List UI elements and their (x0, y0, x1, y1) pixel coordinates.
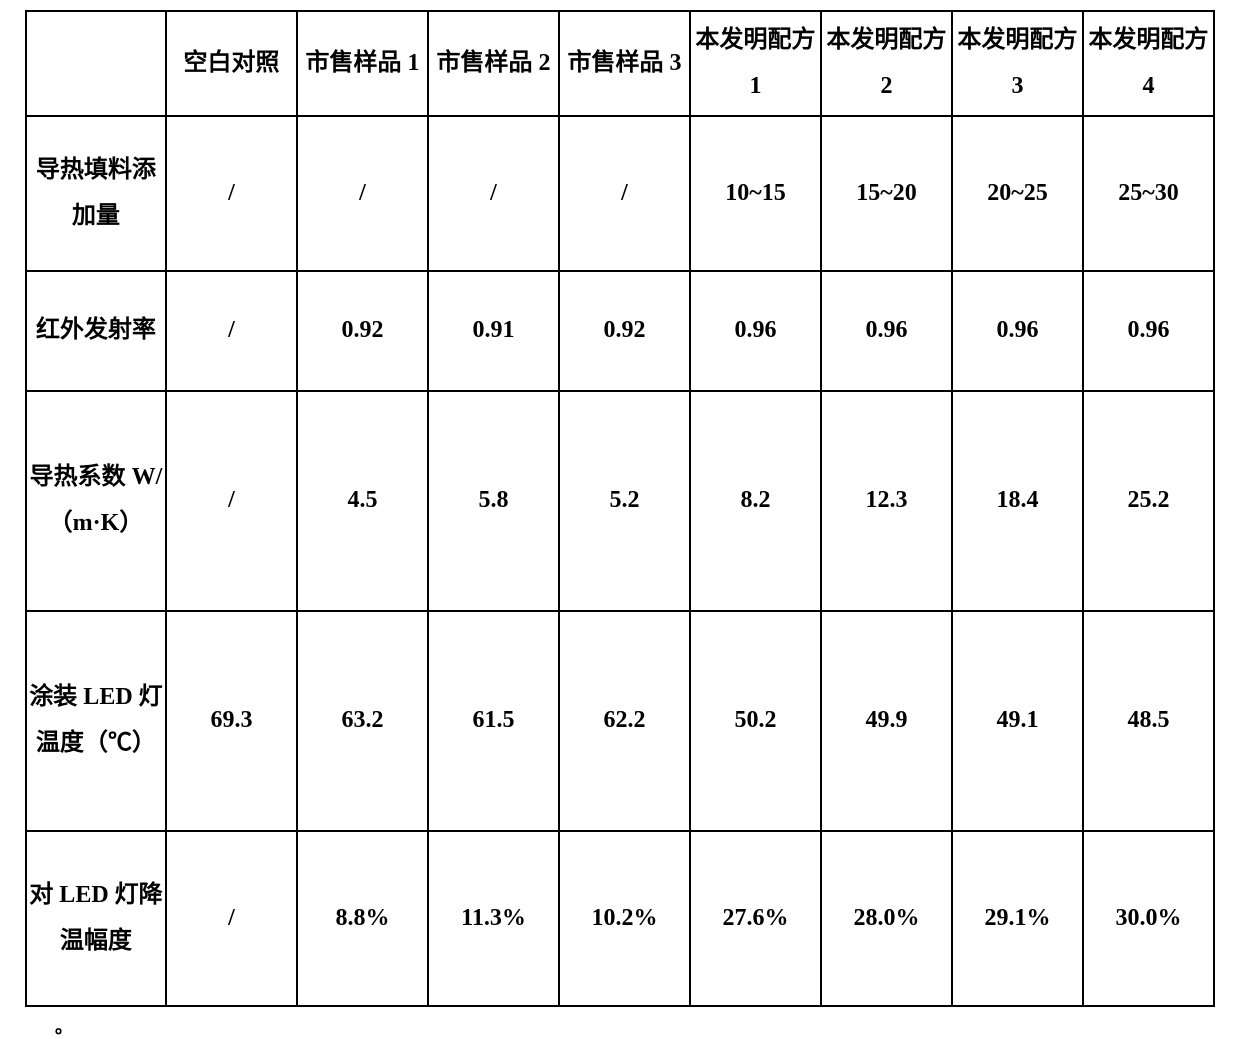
row-label: 对 LED 灯降温幅度 (26, 831, 166, 1006)
cell: / (428, 116, 559, 271)
cell: 30.0% (1083, 831, 1214, 1006)
cell: 10.2% (559, 831, 690, 1006)
cell: 5.8 (428, 391, 559, 611)
cell: 25.2 (1083, 391, 1214, 611)
cell: 8.2 (690, 391, 821, 611)
cell: 5.2 (559, 391, 690, 611)
table-row: 对 LED 灯降温幅度 / 8.8% 11.3% 10.2% 27.6% 28.… (26, 831, 1214, 1006)
header-col-formula4: 本发明配方 4 (1083, 11, 1214, 116)
header-col-market3: 市售样品 3 (559, 11, 690, 116)
cell: 20~25 (952, 116, 1083, 271)
row-label: 涂装 LED 灯温度（℃） (26, 611, 166, 831)
cell: 29.1% (952, 831, 1083, 1006)
comparison-table: 空白对照 市售样品 1 市售样品 2 市售样品 3 本发明配方 1 本发明配方 … (25, 10, 1215, 1007)
cell: 69.3 (166, 611, 297, 831)
cell: / (166, 116, 297, 271)
cell: / (297, 116, 428, 271)
cell: / (559, 116, 690, 271)
row-label: 导热系数 W/（m·K） (26, 391, 166, 611)
header-blank-cell (26, 11, 166, 116)
cell: 63.2 (297, 611, 428, 831)
table-row: 导热系数 W/（m·K） / 4.5 5.8 5.2 8.2 12.3 18.4… (26, 391, 1214, 611)
cell: 0.96 (821, 271, 952, 391)
cell: 0.92 (297, 271, 428, 391)
cell: / (166, 271, 297, 391)
cell: 49.9 (821, 611, 952, 831)
cell: 61.5 (428, 611, 559, 831)
row-label: 导热填料添加量 (26, 116, 166, 271)
table-header-row: 空白对照 市售样品 1 市售样品 2 市售样品 3 本发明配方 1 本发明配方 … (26, 11, 1214, 116)
cell: 50.2 (690, 611, 821, 831)
cell: 62.2 (559, 611, 690, 831)
cell: / (166, 831, 297, 1006)
cell: 49.1 (952, 611, 1083, 831)
cell: 48.5 (1083, 611, 1214, 831)
cell: 0.96 (1083, 271, 1214, 391)
cell: / (166, 391, 297, 611)
table-row: 涂装 LED 灯温度（℃） 69.3 63.2 61.5 62.2 50.2 4… (26, 611, 1214, 831)
cell: 10~15 (690, 116, 821, 271)
cell: 25~30 (1083, 116, 1214, 271)
table-row: 红外发射率 / 0.92 0.91 0.92 0.96 0.96 0.96 0.… (26, 271, 1214, 391)
row-label: 红外发射率 (26, 271, 166, 391)
header-col-market2: 市售样品 2 (428, 11, 559, 116)
cell: 28.0% (821, 831, 952, 1006)
header-col-blank: 空白对照 (166, 11, 297, 116)
header-col-formula1: 本发明配方 1 (690, 11, 821, 116)
cell: 18.4 (952, 391, 1083, 611)
cell: 11.3% (428, 831, 559, 1006)
cell: 0.96 (952, 271, 1083, 391)
cell: 27.6% (690, 831, 821, 1006)
cell: 4.5 (297, 391, 428, 611)
cell: 0.91 (428, 271, 559, 391)
header-col-formula2: 本发明配方 2 (821, 11, 952, 116)
header-col-market1: 市售样品 1 (297, 11, 428, 116)
cell: 12.3 (821, 391, 952, 611)
table-row: 导热填料添加量 / / / / 10~15 15~20 20~25 25~30 (26, 116, 1214, 271)
cell: 8.8% (297, 831, 428, 1006)
cell: 15~20 (821, 116, 952, 271)
cell: 0.92 (559, 271, 690, 391)
footer-period-mark: 。 (55, 1013, 1215, 1039)
cell: 0.96 (690, 271, 821, 391)
header-col-formula3: 本发明配方 3 (952, 11, 1083, 116)
